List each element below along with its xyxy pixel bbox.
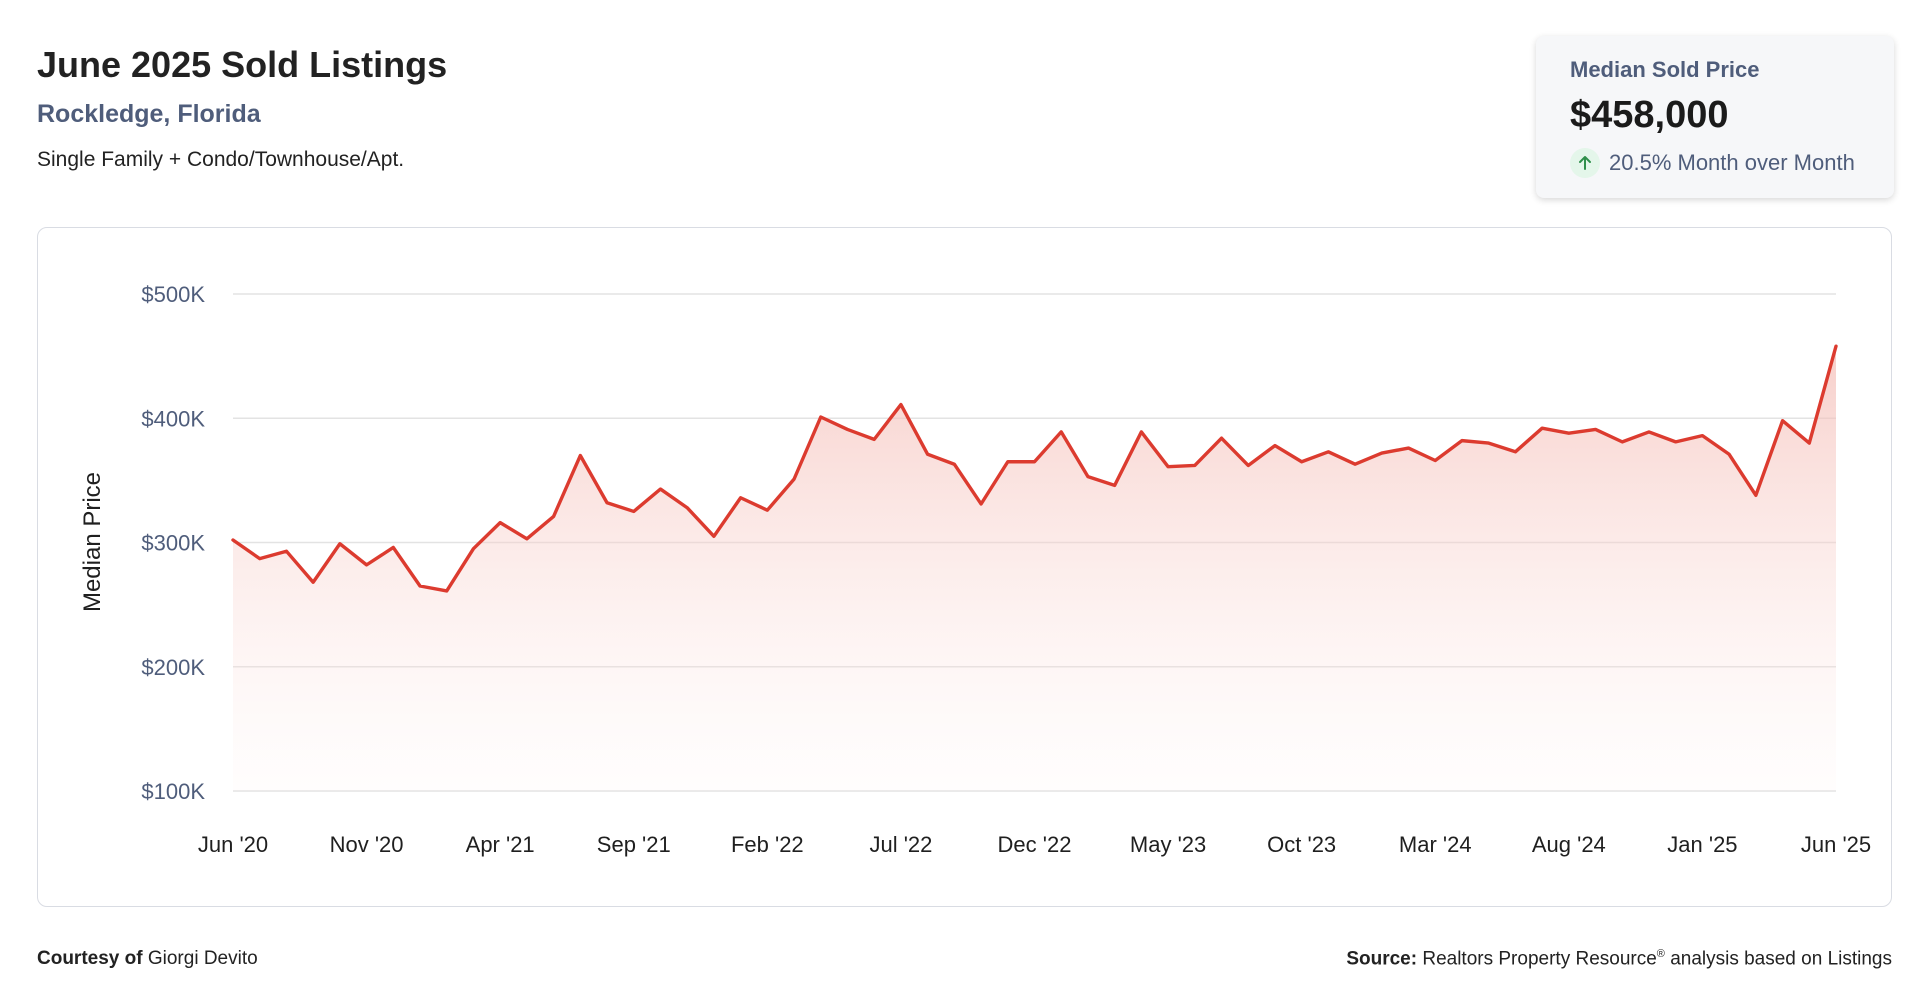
- y-tick-label: $300K: [141, 531, 205, 556]
- source-suffix: analysis based on Listings: [1670, 948, 1892, 970]
- median-price-chart: $500K $400K $300K $200K $100K Jun '20 Nov '20 A…: [79, 282, 1871, 857]
- price-area-fill: [233, 346, 1836, 791]
- page-title: June 2025 Sold Listings: [37, 44, 448, 85]
- courtesy-label: Courtesy of: [37, 948, 143, 969]
- stat-change-text: 20.5% Month over Month: [1609, 150, 1855, 175]
- registered-mark: ®: [1656, 948, 1665, 960]
- arrow-up-glyph: [1579, 156, 1591, 170]
- x-tick-label: Feb '22: [731, 832, 804, 857]
- source-name: Realtors Property Resource: [1422, 948, 1657, 970]
- area-fill-group: [233, 346, 1836, 791]
- x-tick-label: Jul '22: [869, 832, 932, 857]
- stat-label: Median Sold Price: [1570, 57, 1760, 82]
- y-tick-label: $500K: [141, 282, 205, 307]
- y-tick-label: $200K: [141, 655, 205, 680]
- header: June 2025 Sold Listings Rockledge, Flori…: [37, 40, 447, 174]
- y-tick-label: $100K: [141, 779, 205, 804]
- median-price-card: Median Sold Price $458,000 20.5% Month o…: [1536, 36, 1894, 198]
- x-tick-label: May '23: [1130, 832, 1206, 857]
- x-tick-label: Apr '21: [466, 832, 535, 857]
- courtesy-name: Giorgi Devito: [147, 948, 258, 969]
- source-label: Source:: [1346, 948, 1418, 970]
- chart-panel: $500K $400K $300K $200K $100K Jun '20 Nov '20 A…: [37, 227, 1892, 907]
- x-tick-label: Sep '21: [597, 832, 671, 857]
- arrow-up-icon: [1570, 148, 1600, 178]
- source-credit: Source: Realtors Property Resource® anal…: [1346, 948, 1892, 970]
- courtesy-credit: Courtesy of Giorgi Devito: [37, 948, 258, 970]
- x-tick-label: Jan '25: [1667, 832, 1737, 857]
- x-tick-label: Mar '24: [1399, 832, 1472, 857]
- location-subtitle: Rockledge, Florida: [37, 100, 261, 128]
- price-line-group: [231, 344, 1838, 593]
- x-tick-label: Jun '25: [1801, 832, 1871, 857]
- median-price-line: [231, 344, 1838, 593]
- axis-labels: $500K $400K $300K $200K $100K Jun '20 Nov '20 A…: [141, 282, 1871, 857]
- property-types: Single Family + Condo/Townhouse/Apt.: [37, 148, 405, 171]
- x-tick-label: Aug '24: [1532, 832, 1606, 857]
- x-tick-label: Nov '20: [330, 832, 404, 857]
- stat-change: 20.5% Month over Month: [1570, 148, 1855, 178]
- y-axis-label: Median Price: [79, 472, 106, 612]
- x-tick-label: Oct '23: [1267, 832, 1336, 857]
- x-tick-label: Dec '22: [998, 832, 1072, 857]
- x-tick-label: Jun '20: [198, 832, 268, 857]
- y-tick-label: $400K: [141, 406, 205, 431]
- stat-value: $458,000: [1570, 94, 1729, 136]
